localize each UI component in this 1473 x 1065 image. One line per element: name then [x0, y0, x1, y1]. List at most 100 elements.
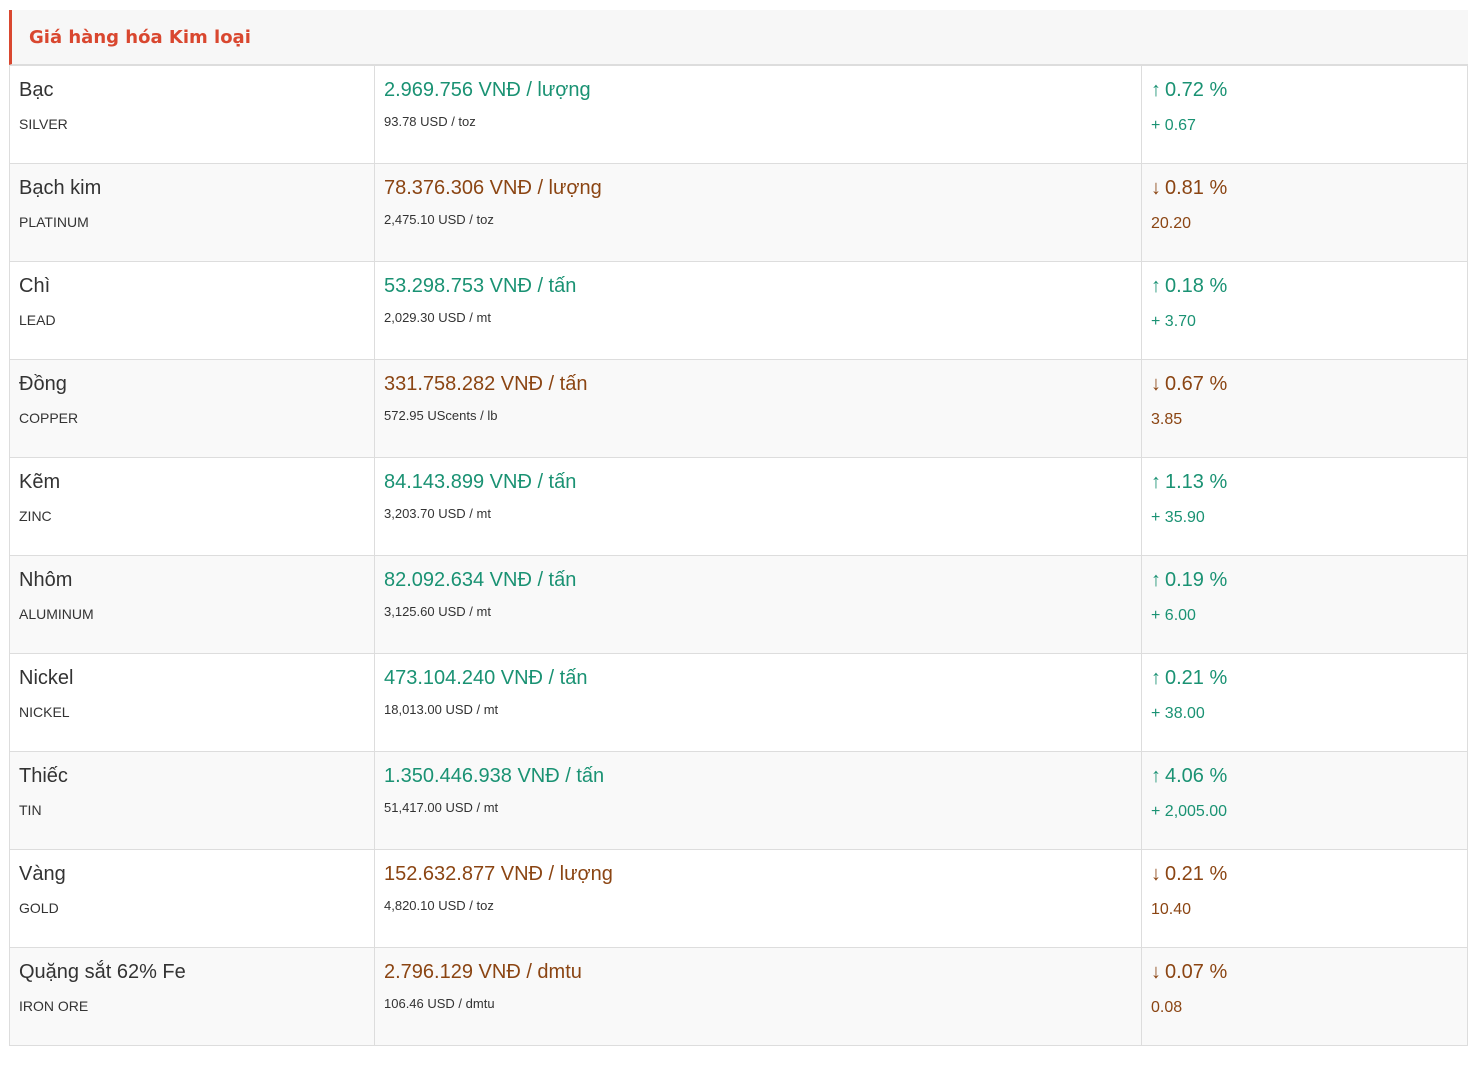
vnd-price: 2.969.756 VNĐ / lượng: [384, 79, 591, 101]
change-cell: ↓ 0.81 % 20.20: [1141, 163, 1468, 262]
percent-change: 1.13 %: [1165, 471, 1228, 493]
commodity-cell: Bạc SILVER: [9, 65, 375, 164]
price-cell: 152.632.877 VNĐ / lượng 4,820.10 USD / t…: [374, 849, 1142, 948]
change-cell: ↑ 4.06 % + 2,005.00: [1141, 751, 1468, 850]
arrow-up-icon: ↑: [1151, 667, 1161, 689]
absolute-change: + 3.70: [1151, 313, 1196, 330]
commodity-name: Đồng: [19, 373, 67, 395]
arrow-up-icon: ↑: [1151, 569, 1161, 591]
commodity-code: GOLD: [19, 900, 59, 916]
percent-change-wrap: ↓ 0.81 %: [1151, 176, 1467, 200]
usd-price: 4,820.10 USD / toz: [384, 898, 494, 913]
usd-price: 93.78 USD / toz: [384, 114, 476, 129]
percent-change: 0.21 %: [1165, 863, 1228, 885]
commodity-code: SILVER: [19, 116, 68, 132]
commodity-code: ALUMINUM: [19, 606, 94, 622]
percent-change-wrap: ↑ 0.21 %: [1151, 666, 1467, 690]
absolute-change: 3.85: [1151, 411, 1183, 428]
percent-change: 0.21 %: [1165, 667, 1228, 689]
table-row: Bạc SILVER 2.969.756 VNĐ / lượng 93.78 U…: [9, 65, 1468, 164]
percent-change: 0.07 %: [1165, 961, 1228, 983]
percent-change: 0.18 %: [1165, 275, 1228, 297]
table-row: Vàng GOLD 152.632.877 VNĐ / lượng 4,820.…: [9, 849, 1468, 948]
arrow-up-icon: ↑: [1151, 79, 1161, 101]
percent-change: 0.81 %: [1165, 177, 1228, 199]
panel-header: Giá hàng hóa Kim loại: [9, 10, 1468, 65]
absolute-change: + 0.67: [1151, 117, 1196, 134]
arrow-up-icon: ↑: [1151, 765, 1161, 787]
absolute-change: + 6.00: [1151, 607, 1196, 624]
table-row: Nickel NICKEL 473.104.240 VNĐ / tấn 18,0…: [9, 653, 1468, 752]
price-cell: 1.350.446.938 VNĐ / tấn 51,417.00 USD / …: [374, 751, 1142, 850]
percent-change-wrap: ↑ 1.13 %: [1151, 470, 1467, 494]
commodity-code: IRON ORE: [19, 998, 89, 1014]
change-cell: ↑ 0.72 % + 0.67: [1141, 65, 1468, 164]
commodity-name: Chì: [19, 275, 51, 297]
arrow-down-icon: ↓: [1151, 961, 1161, 983]
prices-table: Bạc SILVER 2.969.756 VNĐ / lượng 93.78 U…: [9, 65, 1468, 1046]
commodity-cell: Quặng sắt 62% Fe IRON ORE: [9, 947, 375, 1046]
price-cell: 53.298.753 VNĐ / tấn 2,029.30 USD / mt: [374, 261, 1142, 360]
usd-price: 572.95 UScents / lb: [384, 408, 498, 423]
vnd-price: 82.092.634 VNĐ / tấn: [384, 569, 577, 591]
commodity-cell: Bạch kim PLATINUM: [9, 163, 375, 262]
vnd-price: 473.104.240 VNĐ / tấn: [384, 667, 588, 689]
commodity-name: Nhôm: [19, 569, 73, 591]
table-row: Chì LEAD 53.298.753 VNĐ / tấn 2,029.30 U…: [9, 261, 1468, 360]
vnd-price: 84.143.899 VNĐ / tấn: [384, 471, 577, 493]
commodity-code: LEAD: [19, 312, 56, 328]
percent-change: 4.06 %: [1165, 765, 1228, 787]
commodity-name: Thiếc: [19, 765, 68, 787]
usd-price: 18,013.00 USD / mt: [384, 702, 499, 717]
usd-price: 3,125.60 USD / mt: [384, 604, 491, 619]
arrow-down-icon: ↓: [1151, 177, 1161, 199]
price-cell: 473.104.240 VNĐ / tấn 18,013.00 USD / mt: [374, 653, 1142, 752]
arrow-down-icon: ↓: [1151, 863, 1161, 885]
price-cell: 84.143.899 VNĐ / tấn 3,203.70 USD / mt: [374, 457, 1142, 556]
change-cell: ↓ 0.67 % 3.85: [1141, 359, 1468, 458]
percent-change: 0.19 %: [1165, 569, 1228, 591]
table-row: Kẽm ZINC 84.143.899 VNĐ / tấn 3,203.70 U…: [9, 457, 1468, 556]
absolute-change: 20.20: [1151, 215, 1192, 232]
commodity-cell: Đồng COPPER: [9, 359, 375, 458]
commodity-name: Quặng sắt 62% Fe: [19, 961, 186, 983]
vnd-price: 331.758.282 VNĐ / tấn: [384, 373, 588, 395]
commodity-cell: Chì LEAD: [9, 261, 375, 360]
vnd-price: 2.796.129 VNĐ / dmtu: [384, 961, 582, 983]
commodity-cell: Thiếc TIN: [9, 751, 375, 850]
usd-price: 3,203.70 USD / mt: [384, 506, 491, 521]
vnd-price: 1.350.446.938 VNĐ / tấn: [384, 765, 605, 787]
change-cell: ↓ 0.21 % 10.40: [1141, 849, 1468, 948]
table-row: Thiếc TIN 1.350.446.938 VNĐ / tấn 51,417…: [9, 751, 1468, 850]
price-cell: 2.969.756 VNĐ / lượng 93.78 USD / toz: [374, 65, 1142, 164]
commodity-name: Nickel: [19, 667, 74, 689]
commodity-code: NICKEL: [19, 704, 70, 720]
usd-price: 2,029.30 USD / mt: [384, 310, 491, 325]
table-row: Nhôm ALUMINUM 82.092.634 VNĐ / tấn 3,125…: [9, 555, 1468, 654]
change-cell: ↑ 0.19 % + 6.00: [1141, 555, 1468, 654]
percent-change-wrap: ↓ 0.67 %: [1151, 372, 1467, 396]
absolute-change: 10.40: [1151, 901, 1192, 918]
arrow-down-icon: ↓: [1151, 373, 1161, 395]
percent-change-wrap: ↓ 0.21 %: [1151, 862, 1467, 886]
change-cell: ↑ 0.18 % + 3.70: [1141, 261, 1468, 360]
percent-change-wrap: ↑ 0.18 %: [1151, 274, 1467, 298]
commodity-cell: Vàng GOLD: [9, 849, 375, 948]
table-row: Bạch kim PLATINUM 78.376.306 VNĐ / lượng…: [9, 163, 1468, 262]
percent-change: 0.67 %: [1165, 373, 1228, 395]
commodity-name: Bạc: [19, 79, 54, 101]
absolute-change: + 35.90: [1151, 509, 1205, 526]
usd-price: 51,417.00 USD / mt: [384, 800, 499, 815]
vnd-price: 152.632.877 VNĐ / lượng: [384, 863, 613, 885]
metal-prices-panel: Giá hàng hóa Kim loại Bạc SILVER 2.969.7…: [9, 10, 1468, 1046]
vnd-price: 53.298.753 VNĐ / tấn: [384, 275, 577, 297]
arrow-up-icon: ↑: [1151, 471, 1161, 493]
absolute-change: + 38.00: [1151, 705, 1205, 722]
commodity-cell: Nickel NICKEL: [9, 653, 375, 752]
price-cell: 78.376.306 VNĐ / lượng 2,475.10 USD / to…: [374, 163, 1142, 262]
percent-change-wrap: ↑ 0.72 %: [1151, 78, 1467, 102]
percent-change-wrap: ↑ 4.06 %: [1151, 764, 1467, 788]
change-cell: ↓ 0.07 % 0.08: [1141, 947, 1468, 1046]
change-cell: ↑ 1.13 % + 35.90: [1141, 457, 1468, 556]
commodity-code: TIN: [19, 802, 42, 818]
